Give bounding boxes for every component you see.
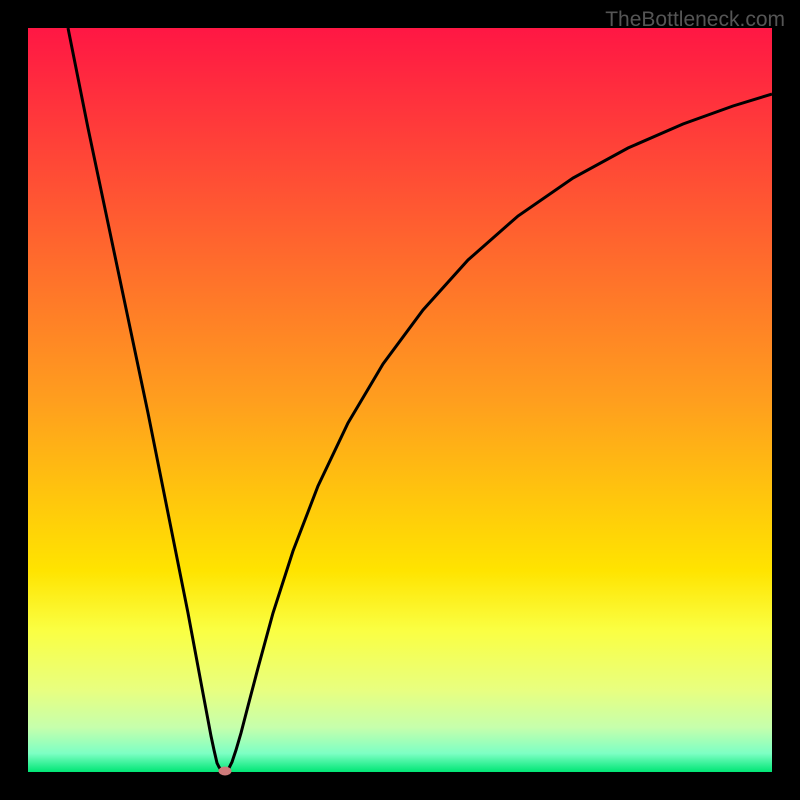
optimum-marker — [219, 767, 232, 776]
watermark-text: TheBottleneck.com — [605, 8, 785, 32]
curve-path — [68, 28, 772, 772]
bottleneck-chart — [28, 28, 772, 772]
bottleneck-curve — [28, 28, 772, 772]
